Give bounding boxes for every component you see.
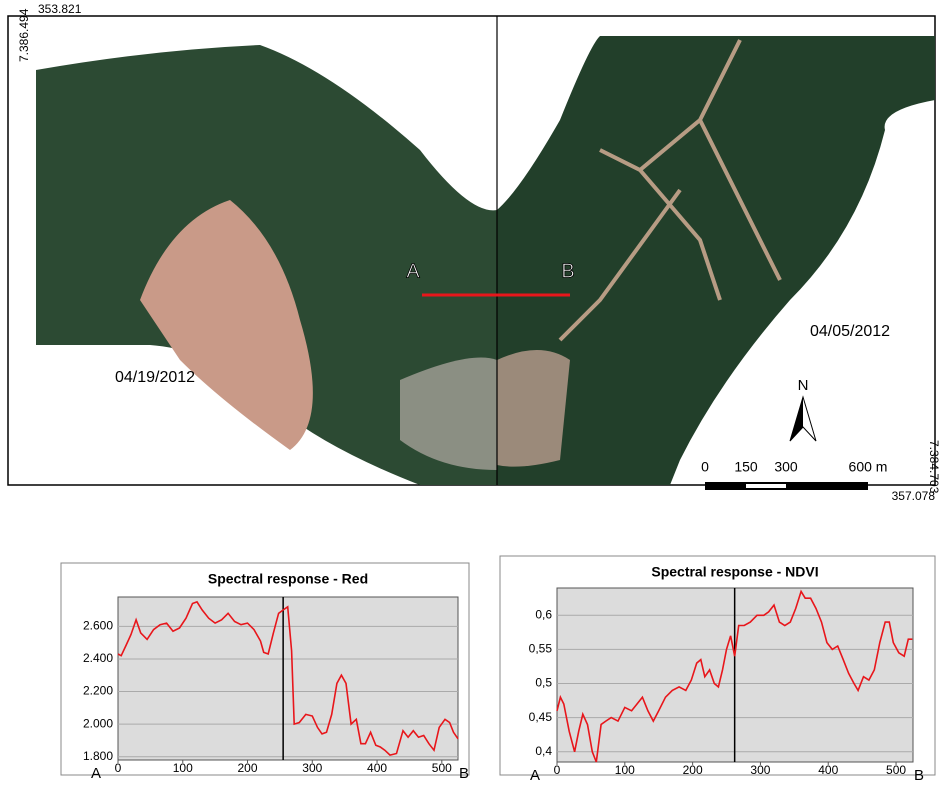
y-tick-label: 2.000 [83, 716, 113, 730]
scale-bar [705, 482, 868, 490]
x-tick-label: 500 [432, 761, 452, 775]
x-tick-label: 0 [115, 761, 122, 775]
scale-label: 150 [734, 459, 758, 475]
x-tick-label: 300 [302, 761, 322, 775]
x-tick-label: 200 [238, 761, 258, 775]
y-tick-label: 0,45 [529, 710, 553, 724]
chart-title: Spectral response - NDVI [651, 564, 818, 580]
start-label: A [530, 767, 540, 784]
coord-label: 353.821 [38, 2, 82, 16]
y-tick-label: 2.600 [83, 619, 113, 633]
x-tick-label: 100 [615, 763, 635, 777]
x-tick-label: 100 [173, 761, 193, 775]
point-b: B [561, 260, 574, 282]
scale-label: 300 [774, 459, 798, 475]
scale-bar-segment [746, 484, 786, 488]
x-tick-label: 200 [683, 763, 703, 777]
x-tick-label: 0 [554, 763, 561, 777]
scale-label: 600 m [849, 459, 888, 475]
end-label: B [459, 765, 469, 782]
quarry-steps-right [497, 350, 570, 467]
date-left: 04/19/2012 [115, 369, 195, 386]
date-right: 04/05/2012 [810, 323, 890, 340]
end-label: B [914, 767, 924, 784]
start-label: A [91, 765, 101, 782]
figure: A B 04/19/2012 04/05/2012 N 0 150 300 60… [0, 0, 941, 785]
scale-label: 0 [701, 459, 709, 475]
coord-label: 7.384.703 [927, 440, 941, 494]
y-tick-label: 0,55 [529, 642, 553, 656]
x-tick-label: 400 [367, 761, 387, 775]
point-a: A [406, 260, 420, 282]
x-tick-label: 400 [818, 763, 838, 777]
y-tick-label: 0,4 [535, 744, 552, 758]
x-tick-label: 300 [750, 763, 770, 777]
coord-label: 7.386.494 [17, 8, 31, 62]
x-tick-label: 500 [886, 763, 906, 777]
y-tick-label: 1.800 [83, 749, 113, 763]
y-tick-label: 0,6 [535, 607, 552, 621]
y-tick-label: 0,5 [535, 676, 552, 690]
y-tick-label: 2.400 [83, 651, 113, 665]
north-label: N [798, 377, 809, 394]
figure-svg: A B 04/19/2012 04/05/2012 N 0 150 300 60… [0, 0, 941, 785]
chart-title: Spectral response - Red [208, 571, 368, 587]
y-tick-label: 2.200 [83, 684, 113, 698]
